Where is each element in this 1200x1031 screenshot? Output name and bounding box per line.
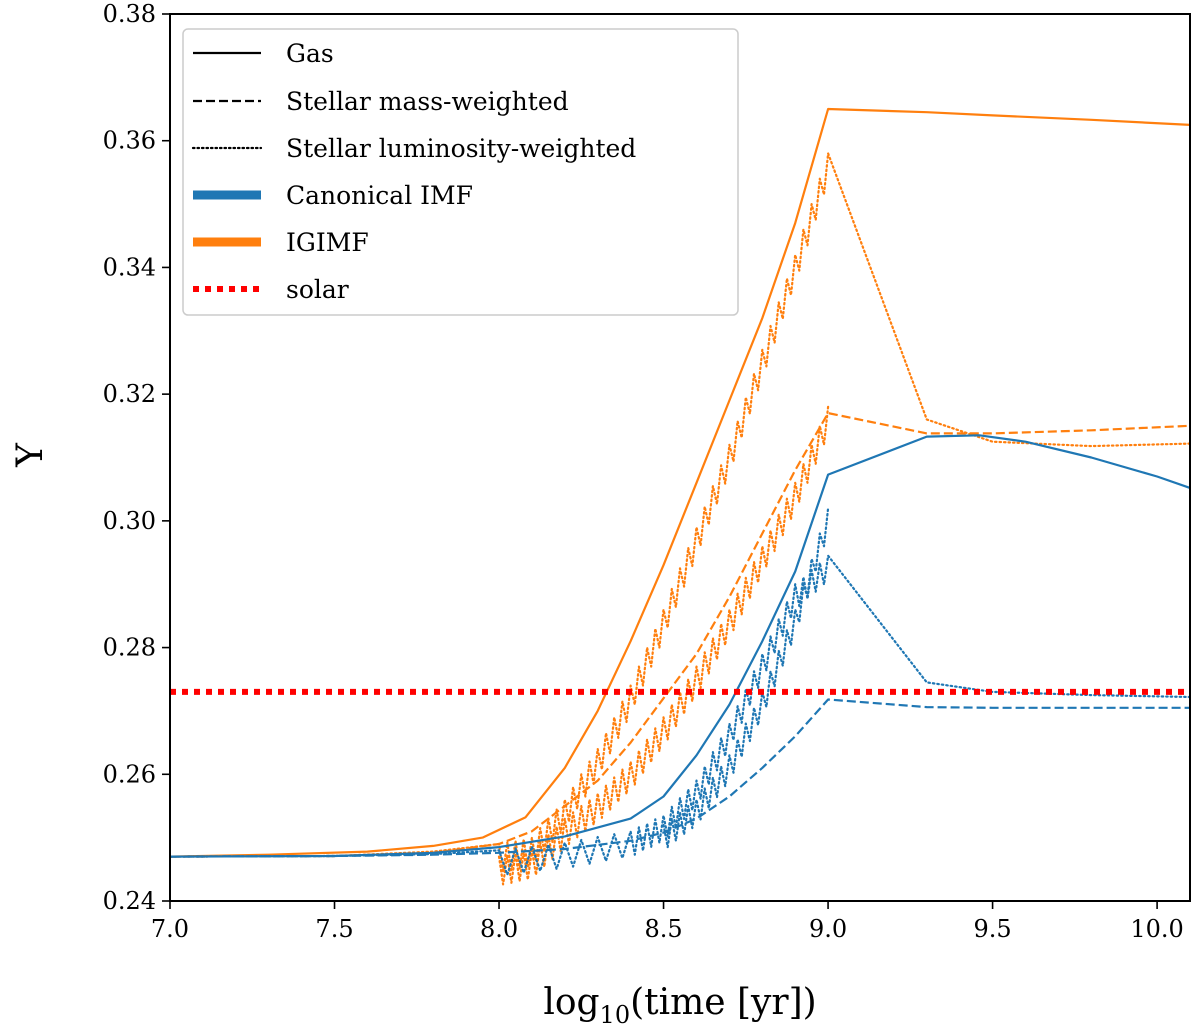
y-axis-title: Y	[10, 442, 51, 468]
tick-layer: 7.0 7.5 8.0 8.5 9.0 9.5 10.0 0.24 0.26 0.28 0.30 0.…	[103, 0, 1184, 943]
y-tick-label: 0.32	[103, 380, 156, 408]
x-tick-label: 9.0	[809, 915, 847, 943]
legend-label-0: Gas	[286, 39, 334, 68]
series-layer	[170, 107, 1190, 886]
x-axis-title: log10(time [yr])	[543, 982, 816, 1026]
plot-frame	[169, 13, 1191, 902]
legend-label-1: Stellar mass-weighted	[286, 87, 569, 116]
legend-label-2: Stellar luminosity-weighted	[286, 134, 636, 163]
x-tick-label: 10.0	[1130, 915, 1183, 943]
y-tick-label: 0.36	[103, 127, 156, 155]
legend-box	[182, 28, 739, 316]
x-axis-title-prefix: log	[543, 982, 599, 1023]
series-igimf-mass	[170, 412, 1190, 858]
series-igimf-gas	[170, 107, 1190, 858]
series-igimf-lum	[170, 152, 1190, 873]
legend-entries: Gas Stellar mass-weighted Stellar luminosi…	[191, 39, 636, 304]
series-can-lum	[170, 554, 1190, 876]
series-can-lum-2	[662, 507, 830, 849]
legend-label-5: solar	[286, 275, 349, 304]
y-tick-label: 0.38	[103, 0, 156, 28]
y-tick-label: 0.26	[103, 760, 156, 788]
series-can-mass	[170, 698, 1190, 858]
x-tick-label: 7.0	[151, 915, 189, 943]
y-tick-label: 0.34	[103, 253, 156, 281]
legend: Gas Stellar mass-weighted Stellar luminosi…	[182, 28, 739, 316]
x-tick-label: 8.0	[480, 915, 518, 943]
x-axis-title-subscript: 10	[600, 1001, 631, 1026]
x-axis-title-suffix: (time [yr])	[630, 982, 817, 1023]
legend-label-4: IGIMF	[286, 228, 369, 257]
series-igimf-lum-2	[497, 405, 830, 886]
y-tick-label: 0.28	[103, 634, 156, 662]
x-tick-label: 9.5	[973, 915, 1011, 943]
series-can-gas	[170, 434, 1190, 858]
y-tick-label: 0.24	[103, 887, 156, 915]
x-tick-label: 8.5	[644, 915, 682, 943]
legend-label-3: Canonical IMF	[286, 181, 473, 210]
y-tick-label: 0.30	[103, 507, 156, 535]
x-tick-label: 7.5	[315, 915, 353, 943]
